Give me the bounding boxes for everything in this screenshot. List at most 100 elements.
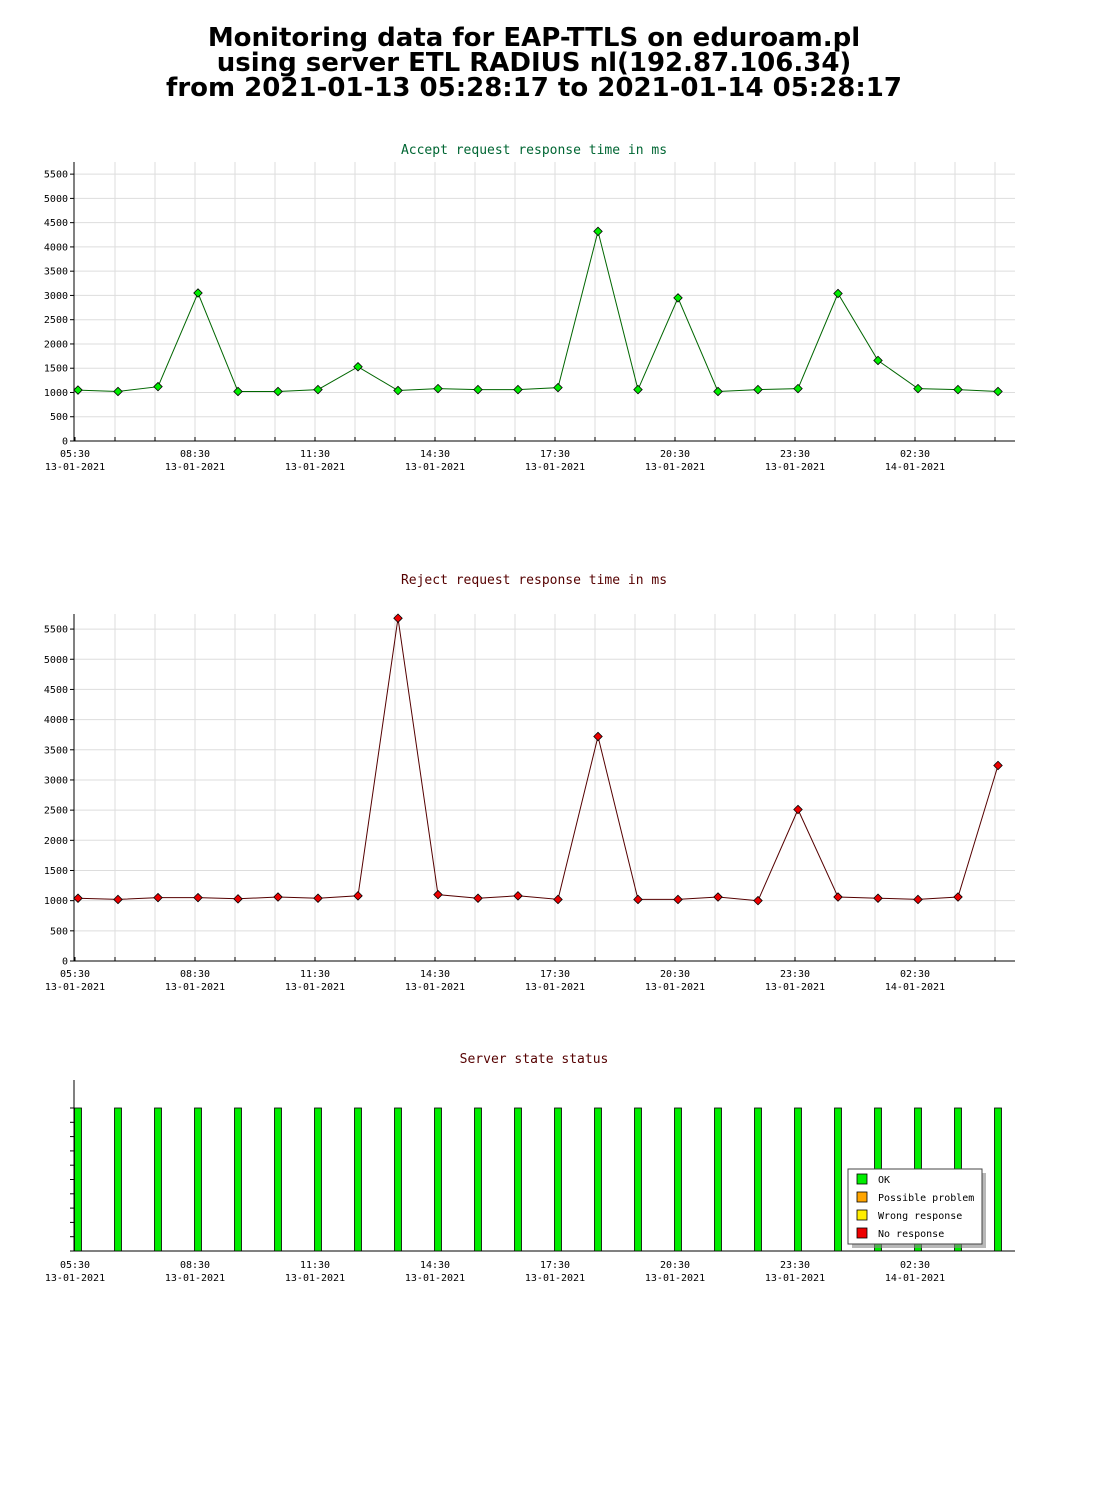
data-point: [753, 895, 763, 906]
data-point: [673, 293, 683, 303]
x-tick-label: 23:30: [780, 969, 810, 980]
y-tick-label: 3000: [44, 775, 68, 786]
data-point: [473, 384, 483, 395]
y-tick-label: 0: [62, 437, 68, 448]
x-tick-label: 14:30: [420, 449, 450, 460]
data-point: [113, 386, 123, 397]
legend-swatch: [856, 1173, 868, 1185]
x-tick-label: 14:30: [420, 969, 450, 980]
x-tick-label: 14:30: [420, 1260, 450, 1271]
chart-title: Accept request response time in ms: [401, 143, 667, 158]
chart-title: Server state status: [460, 1052, 609, 1067]
legend-label: No response: [878, 1229, 944, 1240]
status-bar: [554, 1107, 562, 1252]
legend-label: OK: [878, 1175, 890, 1186]
data-point: [913, 383, 923, 394]
title-line-3: from 2021-01-13 05:28:17 to 2021-01-14 0…: [166, 73, 902, 103]
x-tick-date-label: 13-01-2021: [405, 462, 465, 473]
status-bar: [754, 1107, 762, 1252]
data-point: [593, 226, 603, 237]
x-tick-date-label: 14-01-2021: [885, 982, 945, 993]
data-point: [393, 613, 403, 623]
x-tick-label: 02:30: [900, 1260, 930, 1271]
status-bar: [994, 1107, 1002, 1252]
legend-swatch: [856, 1209, 868, 1221]
data-point: [793, 383, 803, 394]
status-bar: [114, 1107, 122, 1252]
chart-title: Reject request response time in ms: [401, 573, 667, 588]
data-point: [353, 361, 363, 372]
data-point: [353, 891, 363, 901]
data-point: [513, 384, 523, 395]
status-bar: [154, 1107, 162, 1252]
data-point: [433, 383, 443, 394]
y-tick-label: 2500: [44, 806, 68, 817]
data-point: [873, 355, 883, 366]
y-tick-label: 500: [50, 926, 68, 937]
x-tick-label: 17:30: [540, 1260, 570, 1271]
status-bar: [194, 1107, 202, 1252]
status-bar: [634, 1107, 642, 1252]
x-tick-label: 20:30: [660, 1260, 690, 1271]
y-tick-label: 5000: [44, 194, 68, 205]
legend-label: Possible problem: [878, 1193, 974, 1204]
status-bar: [74, 1107, 82, 1252]
x-tick-date-label: 13-01-2021: [525, 462, 585, 473]
x-tick-label: 08:30: [180, 449, 210, 460]
x-tick-date-label: 13-01-2021: [765, 462, 825, 473]
title-line-1: Monitoring data for EAP-TTLS on eduroam.…: [207, 23, 861, 53]
x-tick-date-label: 13-01-2021: [285, 1273, 345, 1284]
y-tick-label: 1000: [44, 388, 68, 399]
y-tick-label: 4500: [44, 685, 68, 696]
x-tick-date-label: 13-01-2021: [525, 982, 585, 993]
status-bar: [714, 1107, 722, 1252]
data-point: [833, 288, 843, 299]
page-title: Monitoring data for EAP-TTLS on eduroam.…: [0, 23, 1068, 103]
x-tick-label: 05:30: [60, 449, 90, 460]
data-point: [873, 893, 883, 904]
x-tick-label: 05:30: [60, 969, 90, 980]
data-point: [313, 384, 323, 395]
x-tick-label: 23:30: [780, 1260, 810, 1271]
data-point: [433, 889, 443, 900]
legend-swatch: [856, 1227, 868, 1239]
data-point: [953, 384, 963, 395]
status-bar: [594, 1107, 602, 1252]
x-tick-label: 02:30: [900, 449, 930, 460]
status-bar: [394, 1107, 402, 1252]
data-point: [593, 731, 603, 742]
x-tick-label: 17:30: [540, 969, 570, 980]
data-point: [153, 381, 163, 392]
status-bar: [474, 1107, 482, 1252]
x-tick-date-label: 13-01-2021: [645, 1273, 705, 1284]
series-line: [77, 618, 999, 902]
y-tick-label: 500: [50, 412, 68, 423]
data-point: [993, 760, 1003, 771]
data-point: [273, 386, 283, 397]
data-point: [753, 384, 763, 395]
x-tick-label: 05:30: [60, 1260, 90, 1271]
y-tick-label: 1000: [44, 896, 68, 907]
x-tick-label: 20:30: [660, 969, 690, 980]
status-bar: [274, 1107, 282, 1252]
status-bar: [794, 1107, 802, 1252]
data-point: [233, 386, 243, 397]
x-tick-date-label: 13-01-2021: [45, 462, 105, 473]
data-point: [313, 893, 323, 904]
x-tick-date-label: 13-01-2021: [765, 982, 825, 993]
x-tick-date-label: 13-01-2021: [165, 462, 225, 473]
y-tick-label: 4000: [44, 715, 68, 726]
status-bar: [674, 1107, 682, 1252]
x-tick-date-label: 13-01-2021: [45, 1273, 105, 1284]
data-point: [553, 894, 563, 905]
data-point: [713, 386, 723, 397]
x-tick-date-label: 13-01-2021: [405, 982, 465, 993]
title-line-2: using server ETL RADIUS nl(192.87.106.34…: [216, 48, 852, 78]
y-tick-label: 1500: [44, 866, 68, 877]
data-point: [393, 385, 403, 396]
status-bar: [834, 1107, 842, 1252]
y-tick-label: 1500: [44, 364, 68, 375]
x-tick-date-label: 13-01-2021: [525, 1273, 585, 1284]
x-tick-date-label: 13-01-2021: [165, 1273, 225, 1284]
